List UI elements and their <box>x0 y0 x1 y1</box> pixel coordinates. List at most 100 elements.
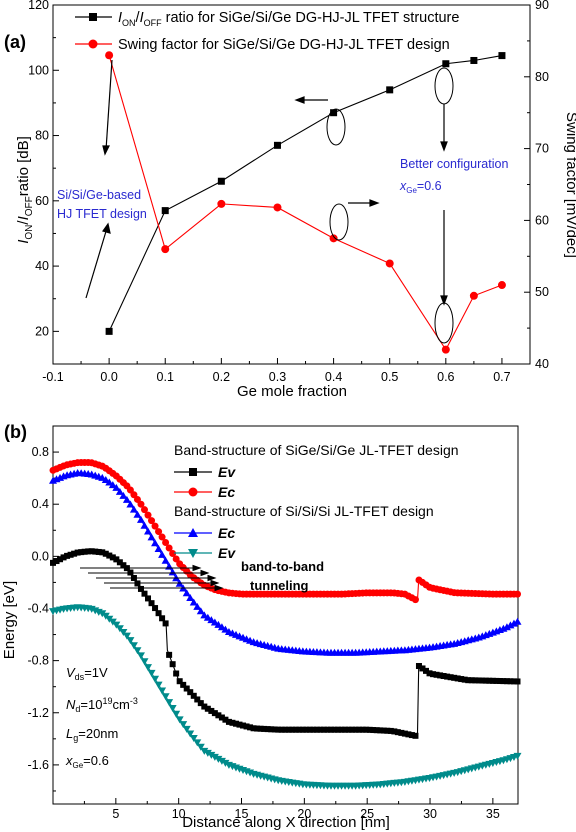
band-marker <box>377 727 384 734</box>
band-marker <box>440 673 447 680</box>
band-marker <box>437 672 444 679</box>
band-marker <box>158 550 167 558</box>
data-point <box>105 327 113 335</box>
ellipse-swing-06 <box>434 302 454 344</box>
band-marker <box>154 681 163 689</box>
band-marker <box>102 550 109 557</box>
band-marker <box>168 568 177 576</box>
band-marker <box>203 749 212 757</box>
y-right-tick-label: 60 <box>535 213 549 227</box>
data-point <box>329 234 338 243</box>
band-marker <box>159 615 166 622</box>
band-marker <box>165 699 174 707</box>
band-marker <box>155 528 163 536</box>
data-point <box>386 86 394 94</box>
band-marker <box>363 726 370 733</box>
y-tick-label: -1.2 <box>27 706 49 720</box>
band-marker <box>193 602 202 610</box>
band-marker <box>148 600 155 607</box>
panel-a-annotations: Si/Si/Ge-based HJ TFET design Better con… <box>57 59 508 344</box>
band-marker <box>57 556 64 563</box>
band-marker <box>352 726 359 733</box>
band-marker <box>380 727 387 734</box>
y-tick-label: 60 <box>35 194 49 208</box>
band-marker <box>475 677 482 684</box>
band-marker <box>137 585 144 592</box>
data-point <box>498 52 506 60</box>
x-tick-label: 0.1 <box>157 370 174 384</box>
band-marker <box>176 678 183 685</box>
band-marker <box>122 495 131 503</box>
band-marker <box>120 562 127 569</box>
band-marker <box>391 728 398 735</box>
band-marker <box>510 678 517 685</box>
y-tick-label: 20 <box>35 324 49 338</box>
band-marker <box>408 732 415 739</box>
band-marker <box>129 642 138 650</box>
band-marker <box>112 621 121 629</box>
band-marker <box>112 483 121 491</box>
band-marker <box>229 719 236 726</box>
band-marker <box>493 677 500 684</box>
band-marker <box>161 556 170 564</box>
band-marker <box>232 720 239 727</box>
panel-a-left-axis-label: ION/IOFFratio [dB] <box>15 136 35 244</box>
band-marker <box>67 551 74 558</box>
panel-b-y-axis-label: Energy [eV] <box>1 581 18 659</box>
band-marker <box>264 726 271 733</box>
btb-arrows <box>80 564 224 592</box>
x-tick-label: 0.0 <box>100 370 117 384</box>
band-marker <box>254 725 261 732</box>
band-marker <box>250 725 257 732</box>
data-point <box>105 51 114 60</box>
band-marker <box>99 549 106 556</box>
band-marker <box>215 712 222 719</box>
band-marker <box>173 670 180 677</box>
y-tick-label: 0.4 <box>32 497 49 511</box>
band-marker <box>331 726 338 733</box>
band-marker <box>496 678 503 685</box>
band-marker <box>158 687 167 695</box>
y-tick-label: 80 <box>35 129 49 143</box>
band-marker <box>122 632 131 640</box>
band-marker <box>278 726 285 733</box>
band-marker <box>296 726 303 733</box>
y-tick-label: 0.8 <box>32 445 49 459</box>
band-marker <box>64 552 71 559</box>
band-marker <box>197 700 204 707</box>
band-marker <box>92 548 99 555</box>
x-tick-label: 10 <box>172 807 186 821</box>
band-marker <box>144 664 153 672</box>
band-marker <box>338 726 345 733</box>
band-marker <box>53 558 60 565</box>
band-marker <box>513 590 521 598</box>
band-marker <box>398 729 405 736</box>
panel-a-right-ticks: 40 50 60 70 80 90 <box>524 0 549 371</box>
y-right-tick-label: 50 <box>535 285 549 299</box>
band-marker <box>136 652 145 660</box>
y-tick-label: 0.0 <box>32 549 49 563</box>
panel-a-x-axis-label: Ge mole fraction <box>237 383 347 400</box>
band-marker <box>461 676 468 683</box>
x-tick-label: 0.4 <box>325 370 342 384</box>
band-marker <box>257 725 264 732</box>
band-marker <box>482 677 489 684</box>
band-marker <box>507 678 514 685</box>
band-marker <box>172 555 180 563</box>
legend-ec-2: Ec <box>218 525 235 541</box>
band-marker <box>472 677 479 684</box>
annotation-better-1: Better configuration <box>400 157 508 171</box>
band-marker <box>412 732 419 739</box>
band-marker <box>140 658 149 666</box>
band-marker <box>140 506 148 514</box>
band-marker <box>133 647 142 655</box>
y-tick-label: -0.4 <box>27 601 49 615</box>
band-marker <box>451 674 458 681</box>
band-marker <box>152 605 159 612</box>
band-marker <box>168 704 177 712</box>
band-marker <box>145 595 152 602</box>
band-marker <box>196 743 205 751</box>
band-marker <box>506 621 515 629</box>
band-marker <box>310 726 317 733</box>
band-marker <box>222 716 229 723</box>
